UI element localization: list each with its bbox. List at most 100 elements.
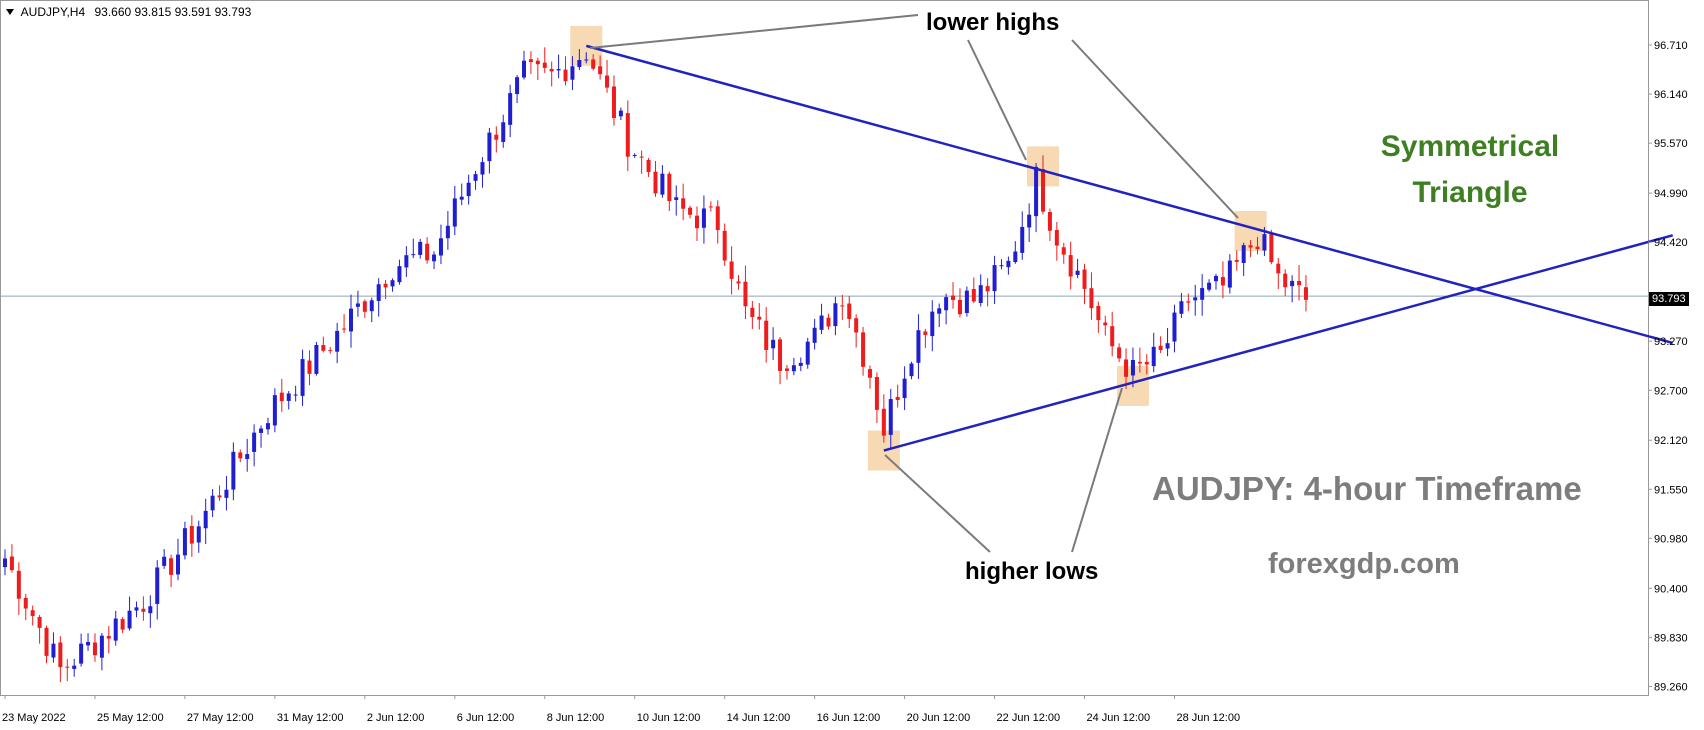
candle-body (3, 558, 7, 568)
candle (522, 50, 526, 80)
candle (764, 307, 769, 363)
candle (65, 659, 70, 682)
candle (459, 183, 464, 206)
candle-body (909, 363, 914, 377)
candle (58, 636, 63, 683)
candle-body (300, 359, 305, 396)
candle (106, 626, 111, 654)
candle (1130, 347, 1135, 388)
candle (1110, 311, 1115, 357)
candle (1303, 275, 1308, 312)
candle-body (591, 59, 596, 69)
candle (584, 52, 589, 64)
candle (868, 365, 872, 389)
candle (1200, 274, 1205, 316)
candle-body (176, 554, 180, 575)
x-tick-label: 10 Jun 12:00 (637, 712, 701, 724)
trendline-upper (585, 44, 1674, 345)
candle-body (397, 266, 402, 283)
candle-body (681, 198, 686, 209)
candle-body (1241, 245, 1246, 263)
candle (1151, 332, 1156, 373)
candle (826, 313, 831, 330)
candle-body (92, 642, 97, 656)
candle-body (16, 570, 21, 599)
candle-body (134, 607, 139, 611)
candle (397, 259, 402, 285)
candle-body (708, 206, 713, 208)
candle-body (964, 290, 969, 314)
candle-body (1006, 260, 1011, 268)
candle (328, 346, 333, 354)
candle (695, 206, 699, 241)
candle (9, 544, 14, 573)
candle-body (508, 93, 513, 125)
candle-body (106, 635, 111, 639)
timeframe-label: AUDJPY: 4-hour Timeframe (1152, 470, 1582, 507)
y-tick-label: 90.400 (1654, 583, 1688, 595)
candle (1096, 301, 1101, 333)
candle (473, 170, 478, 190)
candle-body (279, 392, 284, 402)
candle (667, 171, 672, 212)
dropdown-triangle-icon[interactable] (6, 9, 14, 15)
candle-body (515, 77, 520, 95)
candle-body (217, 495, 222, 498)
candle (335, 322, 340, 364)
candle-body (701, 208, 706, 228)
candle (293, 385, 298, 402)
pivot-highlights (570, 25, 1267, 471)
candle-body (1234, 259, 1239, 262)
candle-body (286, 393, 291, 401)
x-tick-label: 25 May 12:00 (97, 712, 164, 724)
candle-body (916, 330, 921, 363)
candle-body (148, 606, 153, 614)
candle-body (833, 303, 838, 327)
x-tick-label: 20 Jun 12:00 (907, 712, 971, 724)
candle (1234, 250, 1239, 271)
candle (1117, 343, 1122, 363)
candle-body (1027, 214, 1032, 228)
y-tick-label: 96.710 (1654, 40, 1688, 52)
candle (992, 255, 997, 305)
candle (577, 49, 582, 71)
candle (404, 246, 409, 277)
candle (501, 114, 506, 148)
candle (854, 314, 859, 348)
candle-body (771, 339, 776, 349)
candle-body (605, 75, 610, 88)
candle-body (23, 597, 28, 609)
lower-highs-label: lower highs (926, 9, 1060, 36)
candle (1248, 239, 1253, 258)
pattern-title-line1: Symmetrical (1380, 130, 1560, 163)
candle-body (791, 365, 796, 372)
candle-body (466, 182, 471, 197)
candle (79, 633, 84, 667)
candle-body (985, 286, 990, 292)
x-tick-label: 22 Jun 12:00 (997, 712, 1061, 724)
candle (265, 417, 270, 435)
candle-body (411, 254, 416, 256)
candle (757, 303, 762, 330)
candle (833, 296, 838, 336)
candle (92, 633, 97, 662)
candle-body (169, 558, 174, 575)
current-price-tag: 93.793 (1649, 292, 1689, 306)
pointer-lower-highs-1 (589, 14, 919, 49)
candle-body (1096, 305, 1101, 321)
candle (148, 595, 153, 628)
candle (840, 294, 845, 320)
symbol-label: AUDJPY,H4 (20, 5, 86, 19)
candle-body (1130, 359, 1135, 376)
candle-body (535, 60, 540, 65)
candle-body (120, 619, 125, 630)
candle-body (1290, 280, 1295, 287)
candle-body (999, 265, 1004, 267)
candle-body (203, 510, 208, 529)
candle-body (1061, 247, 1066, 255)
candle-body (895, 396, 900, 400)
candle (127, 596, 132, 631)
candle (605, 59, 610, 93)
candle (217, 485, 222, 501)
y-tick-label: 92.700 (1654, 385, 1688, 397)
